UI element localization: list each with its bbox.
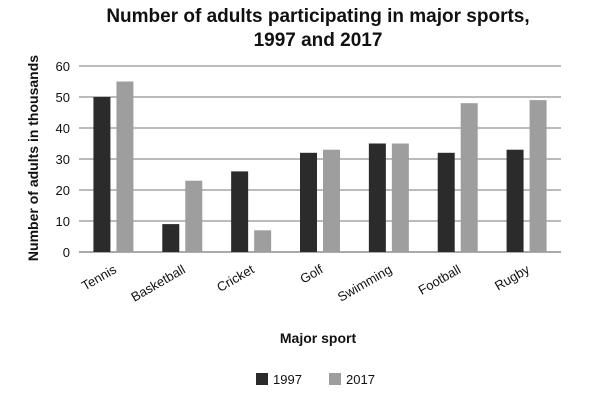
x-category-label: Rugby	[492, 261, 532, 293]
bar-1997-football	[437, 152, 455, 252]
bar-2017-swimming	[391, 143, 409, 252]
legend: 1997 2017	[256, 372, 375, 387]
x-category-label: Tennis	[79, 261, 119, 293]
y-axis-title: Number of adults in thousands	[25, 55, 41, 261]
bars	[93, 81, 547, 252]
x-category-label: Golf	[297, 261, 325, 286]
legend-label-2017: 2017	[346, 372, 375, 387]
legend-swatch-2017	[329, 373, 341, 385]
y-tick-label: 60	[56, 59, 70, 74]
gridlines	[79, 65, 561, 253]
bar-2017-rugby	[529, 100, 547, 252]
y-tick-label: 40	[56, 121, 70, 136]
bar-1997-tennis	[93, 97, 111, 252]
y-tick-label: 30	[56, 152, 70, 167]
y-axis-ticks: 0 10 20 30 40 50 60	[56, 59, 70, 260]
bar-2017-tennis	[116, 81, 134, 252]
bar-1997-basketball	[162, 224, 180, 252]
legend-swatch-1997	[256, 373, 268, 385]
bar-2017-football	[460, 103, 478, 252]
y-tick-label: 20	[56, 183, 70, 198]
x-category-label: Basketball	[128, 262, 188, 305]
y-tick-label: 0	[63, 245, 70, 260]
y-tick-label: 10	[56, 214, 70, 229]
x-category-label: Cricket	[214, 261, 257, 294]
bar-1997-rugby	[506, 149, 524, 252]
x-axis-title: Major sport	[280, 330, 357, 346]
y-tick-label: 50	[56, 90, 70, 105]
bar-2017-golf	[323, 149, 340, 252]
x-axis-categories: Tennis Basketball Cricket Golf Swimming Footb…	[79, 261, 533, 304]
bar-1997-cricket	[231, 171, 249, 252]
bar-2017-basketball	[185, 180, 203, 252]
bar-1997-golf	[300, 152, 317, 252]
bar-2017-cricket	[254, 230, 272, 252]
x-category-label: Football	[416, 262, 464, 298]
x-category-label: Swimming	[335, 262, 394, 305]
legend-label-1997: 1997	[273, 372, 302, 387]
chart-title-line1: Number of adults participating in major …	[106, 6, 529, 27]
chart-title-line2: 1997 and 2017	[254, 30, 383, 51]
bar-1997-swimming	[368, 143, 386, 252]
